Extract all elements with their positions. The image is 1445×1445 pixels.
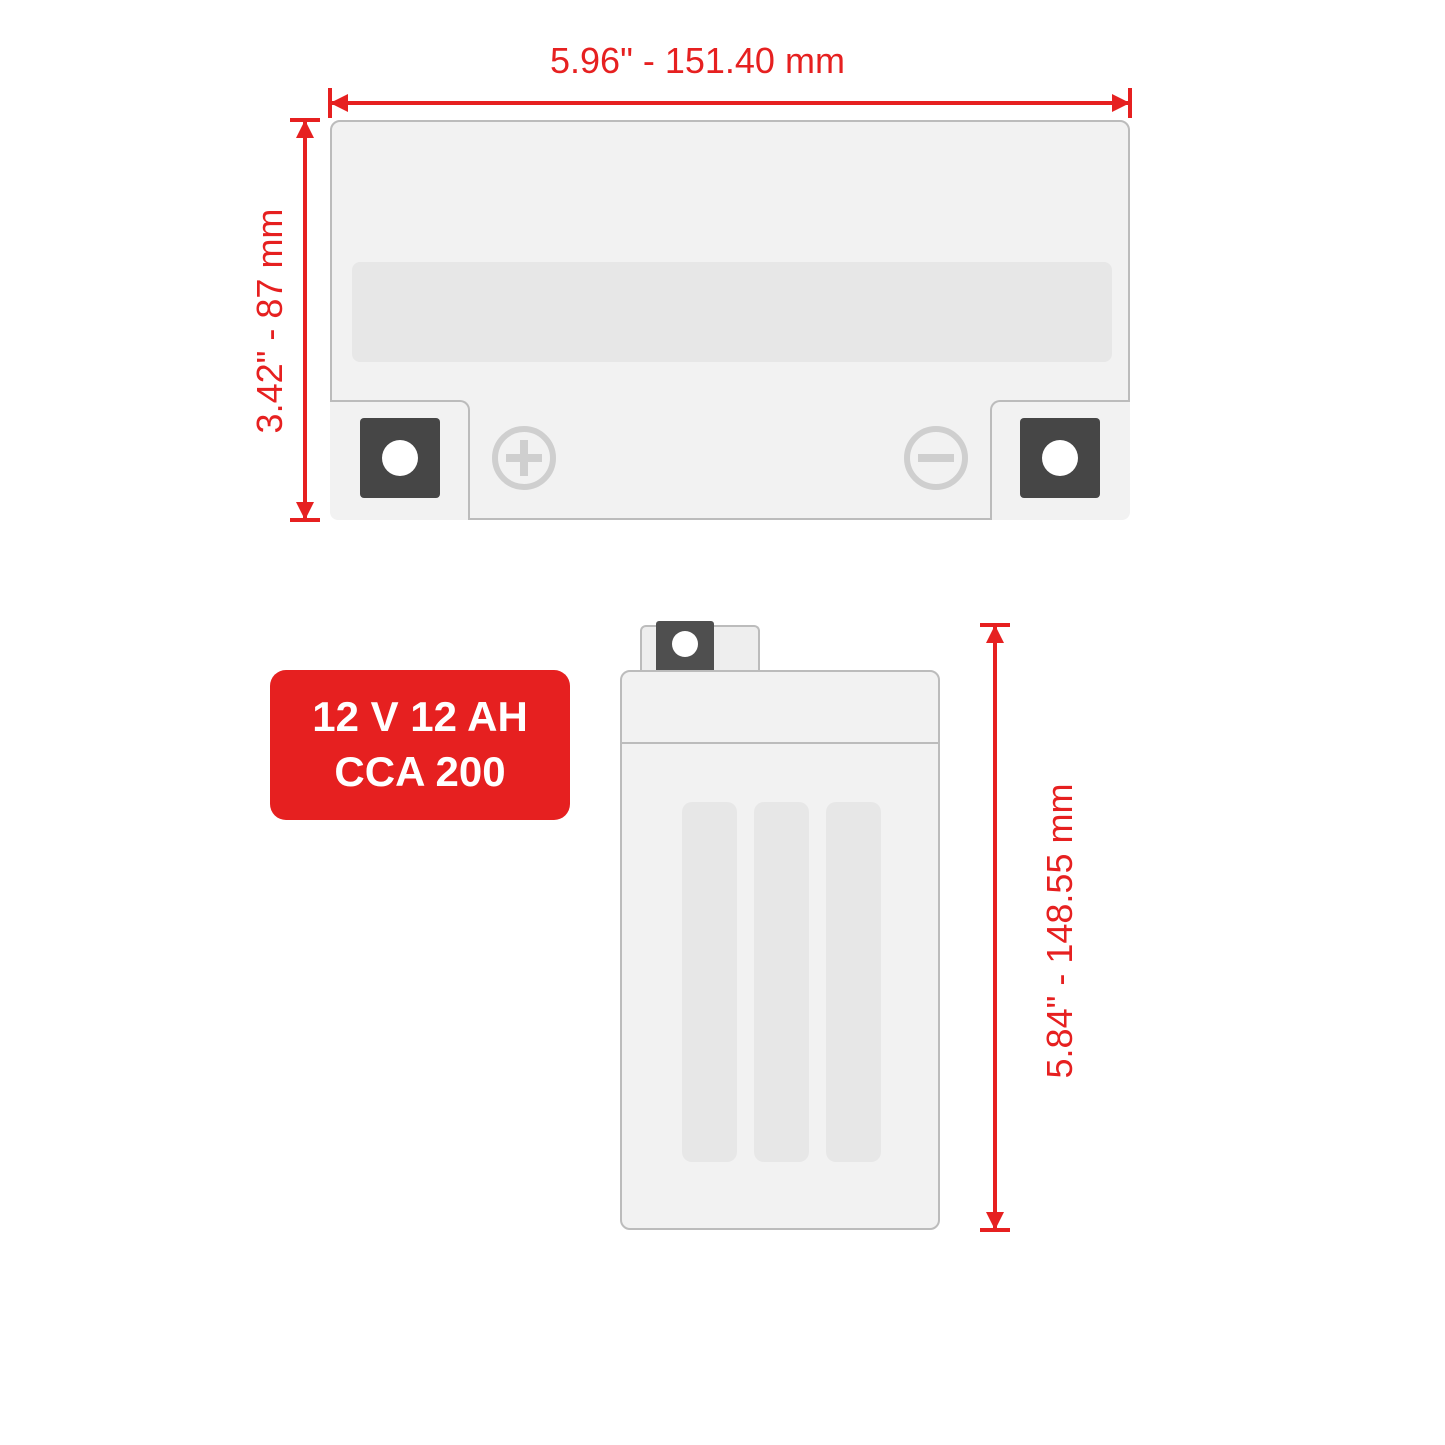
width-dimension-arrow: [330, 88, 1130, 118]
width-label: 5.96" - 151.40 mm: [550, 40, 845, 82]
spec-badge: 12 V 12 AH CCA 200: [270, 670, 570, 820]
terminal-right-hole: [1042, 440, 1078, 476]
battery-top-view: [330, 120, 1130, 520]
spec-line-1: 12 V 12 AH: [312, 690, 528, 745]
spec-line-2: CCA 200: [334, 745, 505, 800]
side-view-tab-hole: [672, 631, 698, 657]
side-view-seam: [622, 742, 938, 744]
height-label: 5.84" - 148.55 mm: [1039, 751, 1081, 1111]
depth-dimension-arrow: [290, 120, 320, 520]
battery-side-view: [620, 670, 940, 1230]
minus-icon: [904, 426, 968, 490]
side-view-rib-1: [682, 802, 737, 1162]
depth-label: 3.42" - 87 mm: [249, 181, 291, 461]
top-view-stripe: [352, 262, 1112, 362]
side-view-tab: [640, 625, 760, 672]
plus-icon: [492, 426, 556, 490]
side-view-rib-2: [754, 802, 809, 1162]
height-dimension-arrow: [980, 625, 1010, 1230]
side-view-rib-3: [826, 802, 881, 1162]
terminal-left-hole: [382, 440, 418, 476]
terminal-right: [1020, 418, 1100, 498]
side-view-tab-terminal: [656, 621, 714, 671]
terminal-left: [360, 418, 440, 498]
